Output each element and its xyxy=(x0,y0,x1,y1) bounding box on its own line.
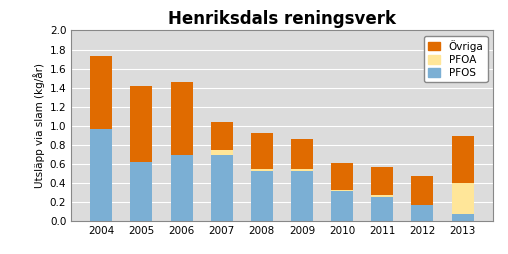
Bar xyxy=(131,86,152,162)
Y-axis label: Utsläpp via slam (kg/år): Utsläpp via slam (kg/år) xyxy=(34,63,46,188)
Bar xyxy=(90,129,112,221)
Bar xyxy=(452,136,473,183)
Bar xyxy=(371,167,393,195)
Bar xyxy=(411,176,433,205)
Bar xyxy=(251,169,273,171)
Title: Henriksdals reningsverk: Henriksdals reningsverk xyxy=(168,10,396,27)
Bar xyxy=(211,122,233,150)
Bar xyxy=(211,155,233,221)
Bar xyxy=(131,162,152,221)
Bar xyxy=(211,150,233,155)
Bar xyxy=(331,189,353,192)
Bar xyxy=(291,169,313,171)
Bar xyxy=(452,183,473,214)
Bar xyxy=(171,82,193,155)
Legend: Övriga, PFOA, PFOS: Övriga, PFOA, PFOS xyxy=(424,36,488,82)
Bar xyxy=(331,163,353,189)
Bar xyxy=(171,155,193,221)
Bar xyxy=(90,56,112,129)
Bar xyxy=(251,133,273,169)
Bar xyxy=(411,205,433,221)
Bar xyxy=(291,139,313,169)
Bar xyxy=(251,171,273,221)
Bar xyxy=(331,192,353,221)
Bar xyxy=(371,197,393,221)
Bar xyxy=(291,171,313,221)
Bar xyxy=(371,195,393,197)
Bar xyxy=(452,214,473,221)
